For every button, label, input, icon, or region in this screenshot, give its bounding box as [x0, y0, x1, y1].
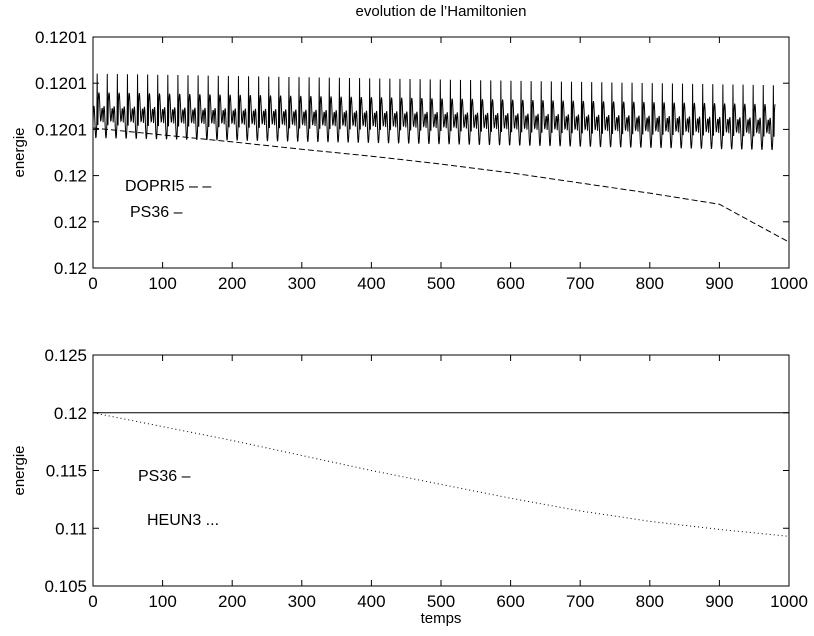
- x-tick-label: 700: [566, 592, 594, 611]
- legend-annotation: DOPRI5 – –: [125, 178, 211, 195]
- x-tick-label: 400: [357, 592, 385, 611]
- x-tick-label: 500: [427, 274, 455, 293]
- x-axis-label: temps: [421, 610, 462, 627]
- x-tick-label: 1000: [770, 274, 808, 293]
- x-tick-label: 300: [288, 274, 316, 293]
- y-tick-label: 0.12: [54, 259, 87, 278]
- bottom-axes: 0 100 200 300 400 500 600 700 800 900 1000 0.105 0.1…: [11, 346, 808, 627]
- y-tick-label: 0.11: [55, 519, 87, 538]
- x-tick-label: 400: [357, 274, 385, 293]
- x-tick-label: 700: [566, 274, 594, 293]
- y-tick-label: 0.12: [54, 167, 87, 186]
- x-tick-label: 1000: [770, 592, 808, 611]
- y-axis-label: energie: [11, 445, 28, 495]
- series-line-solid: [92, 73, 776, 151]
- y-tick-label: 0.12: [54, 213, 87, 232]
- top-axes: 0 100 200 300 400 500 600 700 800 900 1000 0.12 0.12…: [11, 28, 808, 293]
- legend-annotation: HEUN3 ...: [147, 512, 219, 529]
- y-tick-label: 0.1201: [35, 74, 87, 93]
- legend-annotation: PS36 –: [138, 468, 191, 485]
- x-tick-label: 200: [218, 274, 246, 293]
- x-tick-label: 600: [496, 274, 524, 293]
- y-tick-label: 0.115: [46, 462, 87, 481]
- x-tick-label: 100: [148, 274, 176, 293]
- axes-frame: [92, 36, 790, 269]
- x-tick-label: 800: [636, 274, 664, 293]
- y-axis-label: energie: [11, 127, 28, 177]
- x-tick-label: 800: [636, 592, 664, 611]
- y-tick-label: 0.1201: [35, 120, 87, 139]
- legend-annotation: PS36 –: [130, 204, 183, 221]
- x-tick-label: 900: [705, 592, 733, 611]
- x-tick-label: 300: [288, 592, 316, 611]
- y-tick-label: 0.1201: [35, 28, 87, 47]
- x-tick-label: 600: [496, 592, 524, 611]
- y-tick-label: 0.105: [44, 577, 87, 596]
- x-tick-label: 900: [705, 274, 733, 293]
- y-tick-label: 0.12: [54, 404, 87, 423]
- x-tick-label: 0: [88, 274, 97, 293]
- x-tick-label: 100: [148, 592, 176, 611]
- figure-title: evolution de l’Hamiltonien: [356, 3, 527, 20]
- x-tick-label: 0: [88, 592, 97, 611]
- y-tick-label: 0.125: [44, 346, 87, 365]
- x-tick-label: 200: [218, 592, 246, 611]
- axes-frame: [92, 354, 790, 587]
- x-tick-label: 500: [427, 592, 455, 611]
